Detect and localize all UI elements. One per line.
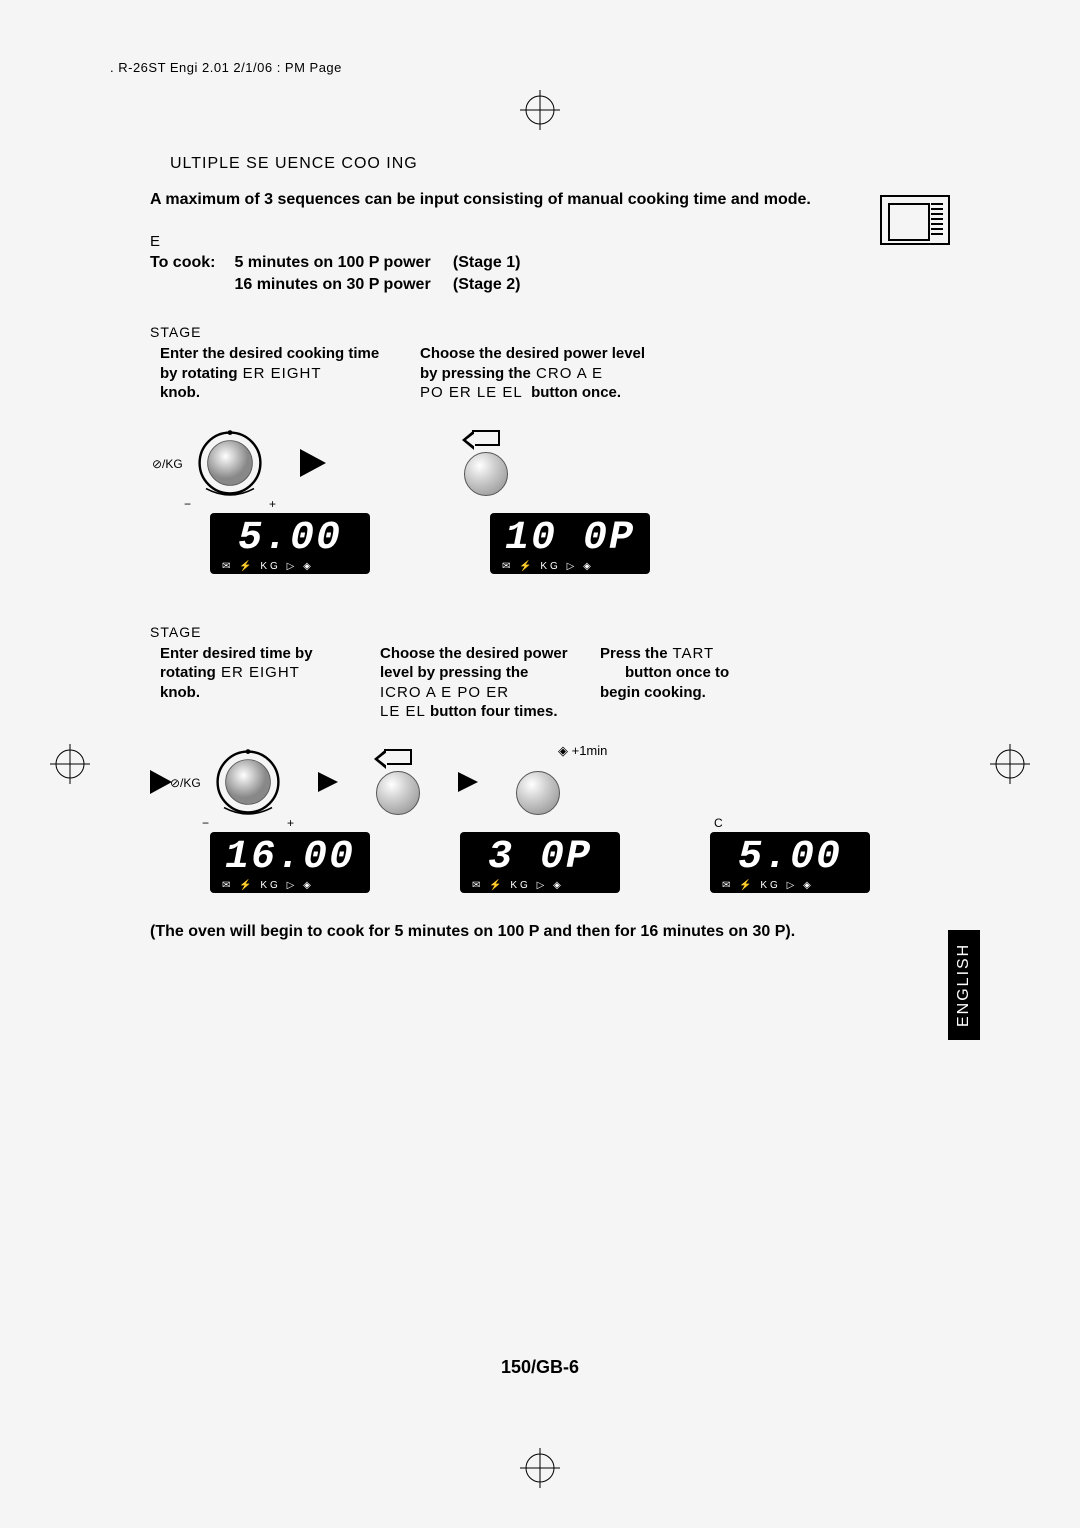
arrow-icon — [300, 449, 326, 477]
final-note: (The oven will begin to cook for 5 minut… — [150, 923, 970, 941]
stage2-step3-text: Press the TART button once to begin cook… — [600, 644, 800, 722]
lcd-display-1: 5.00 ✉ ⚡ KG ▷ ◈ — [210, 513, 370, 574]
power-level-button[interactable] — [368, 749, 428, 815]
print-header: . R-26ST Engi 2.01 2/1/06 : PM Page — [110, 60, 970, 75]
power-level-button[interactable] — [456, 430, 516, 496]
stage2-step2-text: Choose the desired power level by pressi… — [380, 644, 580, 722]
timer-knob[interactable]: ⊘/KG − + — [190, 423, 270, 503]
section-title: ULTIPLE SE UENCE COO ING — [170, 155, 970, 173]
stage1-step1-text: Enter the desired cooking time by rotati… — [160, 344, 400, 403]
lcd-display-4: 3 0P ✉ ⚡ KG ▷ ◈ — [460, 832, 620, 893]
stage1-step2-text: Choose the desired power level by pressi… — [420, 344, 660, 403]
knob-kg-label: ⊘/KG — [170, 776, 201, 790]
stage2-step1-text: Enter desired time by rotating ER EIGHT … — [160, 644, 360, 722]
crop-mark-bottom — [510, 1448, 570, 1488]
stage1-label: STAGE — [150, 324, 970, 340]
tocook-line2: 16 minutes on 30 P power (Stage 2) — [150, 276, 970, 294]
check-label: C — [714, 816, 723, 830]
intro-text: A maximum of 3 sequences can be input co… — [150, 191, 970, 209]
lcd-display-2: 10 0P ✉ ⚡ KG ▷ ◈ — [490, 513, 650, 574]
arrow-icon — [318, 772, 338, 792]
start-button[interactable]: ◈ +1min — [508, 749, 568, 815]
start-button-label: ◈ +1min — [558, 743, 607, 759]
flag-icon — [384, 749, 412, 765]
page-number: 150/GB-6 — [501, 1357, 579, 1378]
lcd-display-5: C 5.00 ✉ ⚡ KG ▷ ◈ — [710, 832, 870, 893]
arrow-icon — [150, 770, 172, 794]
arrow-icon — [458, 772, 478, 792]
knob-kg-label: ⊘/KG — [152, 457, 183, 471]
language-tab: ENGLISH — [948, 930, 980, 1040]
timer-knob[interactable]: ⊘/KG − + — [208, 742, 288, 822]
stage2-label: STAGE — [150, 624, 970, 640]
crop-mark-right — [990, 734, 1030, 794]
example-label: E — [150, 233, 970, 250]
flag-icon — [472, 430, 500, 446]
tocook-line1: To cook: 5 minutes on 100 P power (Stage… — [150, 254, 970, 272]
crop-mark-left — [50, 734, 90, 794]
lcd-display-3: 16.00 ✉ ⚡ KG ▷ ◈ — [210, 832, 370, 893]
